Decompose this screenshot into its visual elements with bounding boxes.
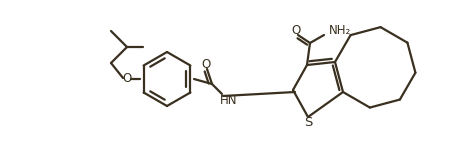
Text: HN: HN [220, 95, 238, 108]
Text: S: S [304, 116, 312, 130]
Text: NH₂: NH₂ [329, 24, 351, 38]
Text: O: O [291, 24, 301, 38]
Text: O: O [201, 59, 211, 71]
Text: O: O [123, 73, 131, 86]
